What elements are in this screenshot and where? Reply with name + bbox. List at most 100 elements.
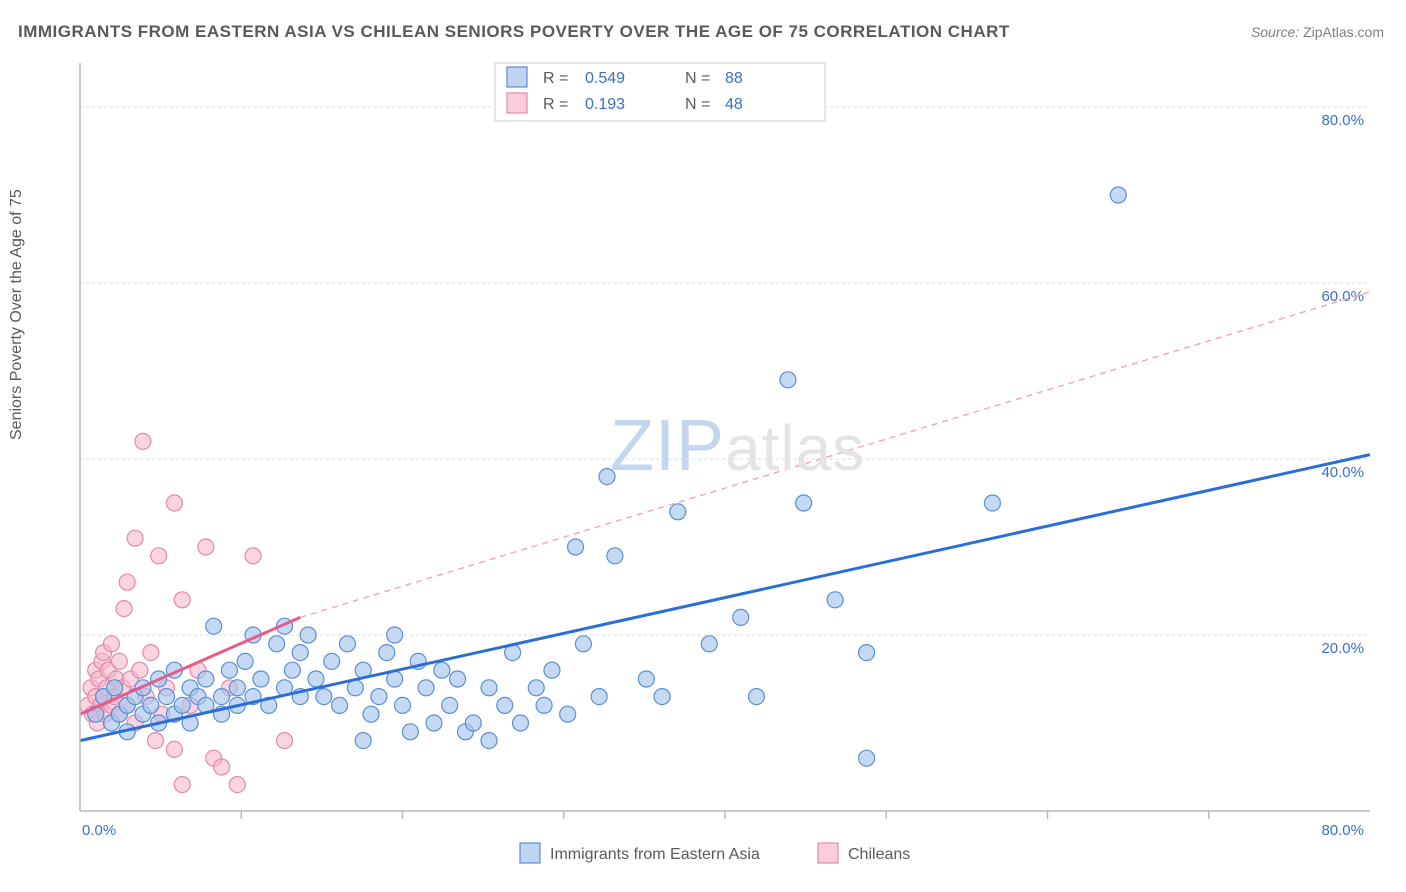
data-point-blue [591,689,607,705]
data-point-blue [214,689,230,705]
data-point-blue [316,689,332,705]
x-tick-label: 80.0% [1321,822,1364,839]
data-point-blue [599,469,615,485]
data-point-blue [654,689,670,705]
data-point-blue [174,697,190,713]
data-point-blue [827,592,843,608]
data-point-pink [127,530,143,546]
data-point-blue [402,724,418,740]
data-point-blue [300,627,316,643]
data-point-blue [371,689,387,705]
data-point-blue [292,645,308,661]
data-point-pink [174,592,190,608]
data-point-pink [143,645,159,661]
data-point-blue [339,636,355,652]
bottom-legend-label: Immigrants from Eastern Asia [550,846,760,863]
legend-n-value: 88 [725,70,743,87]
data-point-pink [174,777,190,793]
data-point-blue [221,662,237,678]
y-tick-label: 60.0% [1321,288,1364,305]
scatter-chart-svg: 20.0%40.0%60.0%80.0%0.0%80.0%R =0.549N =… [50,55,1390,885]
data-point-blue [198,671,214,687]
data-point-blue [568,539,584,555]
data-point-pink [245,548,261,564]
data-point-pink [229,777,245,793]
data-point-blue [481,680,497,696]
legend-n-label: N = [685,70,710,87]
data-point-pink [119,574,135,590]
legend-r-value: 0.193 [585,96,625,113]
data-point-blue [733,609,749,625]
legend-n-label: N = [685,96,710,113]
source-attribution: Source: ZipAtlas.com [1251,24,1384,40]
data-point-blue [284,662,300,678]
data-point-blue [481,733,497,749]
data-point-blue [332,697,348,713]
data-point-blue [206,618,222,634]
y-axis-label: Seniors Poverty Over the Age of 75 [8,189,26,440]
legend-r-label: R = [543,70,568,87]
data-point-blue [395,697,411,713]
data-point-blue [780,372,796,388]
bottom-legend-label: Chileans [848,846,910,863]
data-point-blue [536,697,552,713]
legend-swatch-blue [507,67,527,87]
chart-area: 20.0%40.0%60.0%80.0%0.0%80.0%R =0.549N =… [50,55,1390,855]
data-point-blue [229,680,245,696]
data-point-blue [379,645,395,661]
data-point-blue [560,706,576,722]
data-point-blue [984,495,1000,511]
bottom-legend-swatch-pink [818,843,838,863]
data-point-pink [277,733,293,749]
data-point-blue [107,680,123,696]
legend-r-label: R = [543,96,568,113]
data-point-blue [143,697,159,713]
data-point-pink [135,433,151,449]
data-point-blue [748,689,764,705]
data-point-blue [418,680,434,696]
data-point-blue [670,504,686,520]
data-point-pink [148,733,164,749]
data-point-blue [363,706,379,722]
data-point-pink [103,636,119,652]
chart-title: IMMIGRANTS FROM EASTERN ASIA VS CHILEAN … [18,22,1010,42]
data-point-blue [308,671,324,687]
data-point-blue [426,715,442,731]
data-point-pink [198,539,214,555]
data-point-blue [497,697,513,713]
data-point-blue [859,750,875,766]
data-point-blue [465,715,481,731]
bottom-legend-swatch-blue [520,843,540,863]
data-point-blue [434,662,450,678]
data-point-blue [701,636,717,652]
data-point-blue [1110,187,1126,203]
y-tick-label: 40.0% [1321,464,1364,481]
data-point-pink [166,741,182,757]
data-point-pink [111,653,127,669]
data-point-blue [512,715,528,731]
data-point-pink [132,662,148,678]
legend-r-value: 0.549 [585,70,625,87]
trendline-blue [80,455,1370,741]
data-point-blue [575,636,591,652]
source-label: Source: [1251,24,1299,40]
data-point-pink [166,495,182,511]
data-point-blue [528,680,544,696]
data-point-blue [269,636,285,652]
legend-n-value: 48 [725,96,743,113]
data-point-blue [159,689,175,705]
data-point-pink [151,548,167,564]
data-point-blue [253,671,269,687]
data-point-blue [450,671,466,687]
source-value: ZipAtlas.com [1303,24,1384,40]
data-point-blue [544,662,560,678]
data-point-blue [859,645,875,661]
trendline-pink-dash [300,292,1370,618]
data-point-blue [237,653,253,669]
data-point-pink [214,759,230,775]
legend-swatch-pink [507,93,527,113]
x-tick-label: 0.0% [82,822,116,839]
data-point-blue [442,697,458,713]
data-point-blue [324,653,340,669]
data-point-blue [607,548,623,564]
